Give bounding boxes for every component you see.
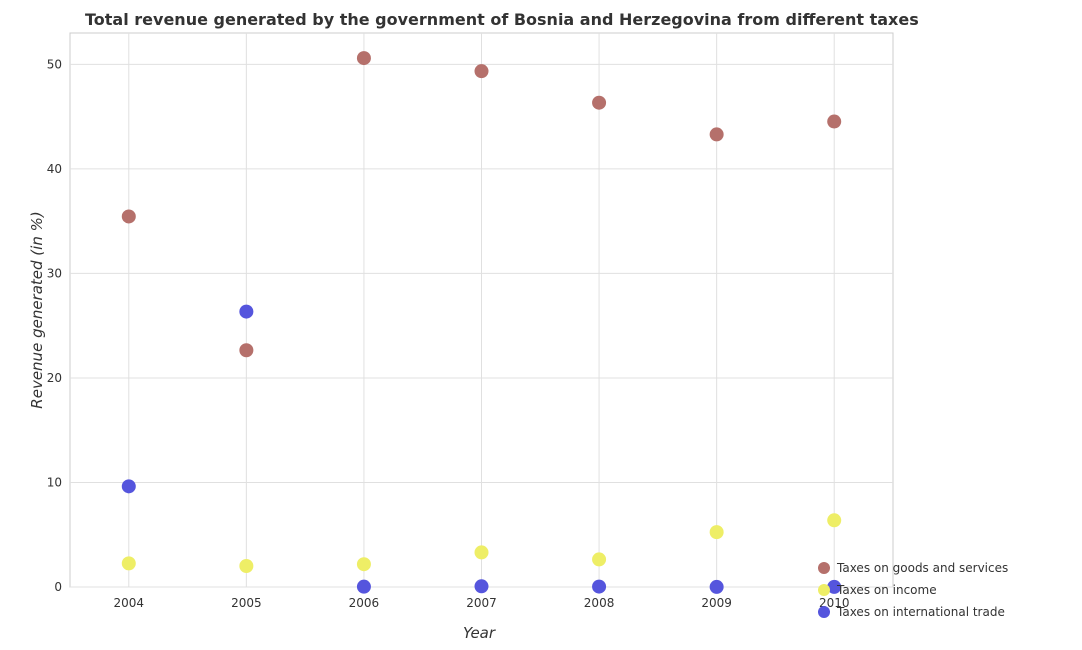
data-point [121, 209, 136, 224]
data-point [121, 479, 136, 494]
legend-label: Taxes on goods and services [836, 561, 1008, 575]
y-tick-label: 20 [47, 371, 62, 385]
data-point [592, 95, 607, 110]
data-point [356, 579, 371, 594]
data-point [709, 579, 724, 594]
data-point [239, 304, 254, 319]
data-point [239, 343, 254, 358]
y-tick-label: 50 [47, 57, 62, 71]
data-point [709, 525, 724, 540]
data-point [827, 114, 842, 129]
legend-marker [818, 562, 830, 574]
data-point [474, 545, 489, 560]
x-tick-label: 2010 [819, 596, 850, 610]
x-tick-label: 2005 [231, 596, 262, 610]
x-tick-label: 2009 [701, 596, 732, 610]
x-axis-title: Year [463, 624, 496, 642]
data-point [239, 558, 254, 573]
chart-title: Total revenue generated by the governmen… [85, 10, 919, 29]
data-point [592, 552, 607, 567]
y-axis-title: Revenue generated (in %) [28, 211, 46, 408]
y-tick-label: 10 [47, 475, 62, 489]
y-tick-label: 40 [47, 162, 62, 176]
plot-area: 0 10 20 30 40 50 2004 2005 2006 2007 2008 2009 2010 [47, 32, 894, 610]
legend-marker [818, 584, 830, 596]
data-point [827, 513, 842, 528]
legend-label: Taxes on income [836, 583, 937, 597]
data-point [474, 579, 489, 594]
y-tick-label: 30 [47, 266, 62, 280]
data-point [827, 579, 842, 594]
legend-marker [818, 606, 830, 618]
data-point [592, 579, 607, 594]
data-point [474, 64, 489, 79]
x-tick-label: 2006 [349, 596, 380, 610]
x-tick-label: 2007 [466, 596, 497, 610]
data-point [356, 557, 371, 572]
x-tick-label: 2008 [584, 596, 615, 610]
legend-label: Taxes on international trade [836, 605, 1005, 619]
data-point [709, 127, 724, 142]
data-point [121, 556, 136, 571]
legend: Taxes on goods and services Taxes on inco… [818, 561, 1008, 619]
data-point [356, 51, 371, 66]
y-tick-label: 0 [54, 580, 62, 594]
x-tick-label: 2004 [114, 596, 145, 610]
